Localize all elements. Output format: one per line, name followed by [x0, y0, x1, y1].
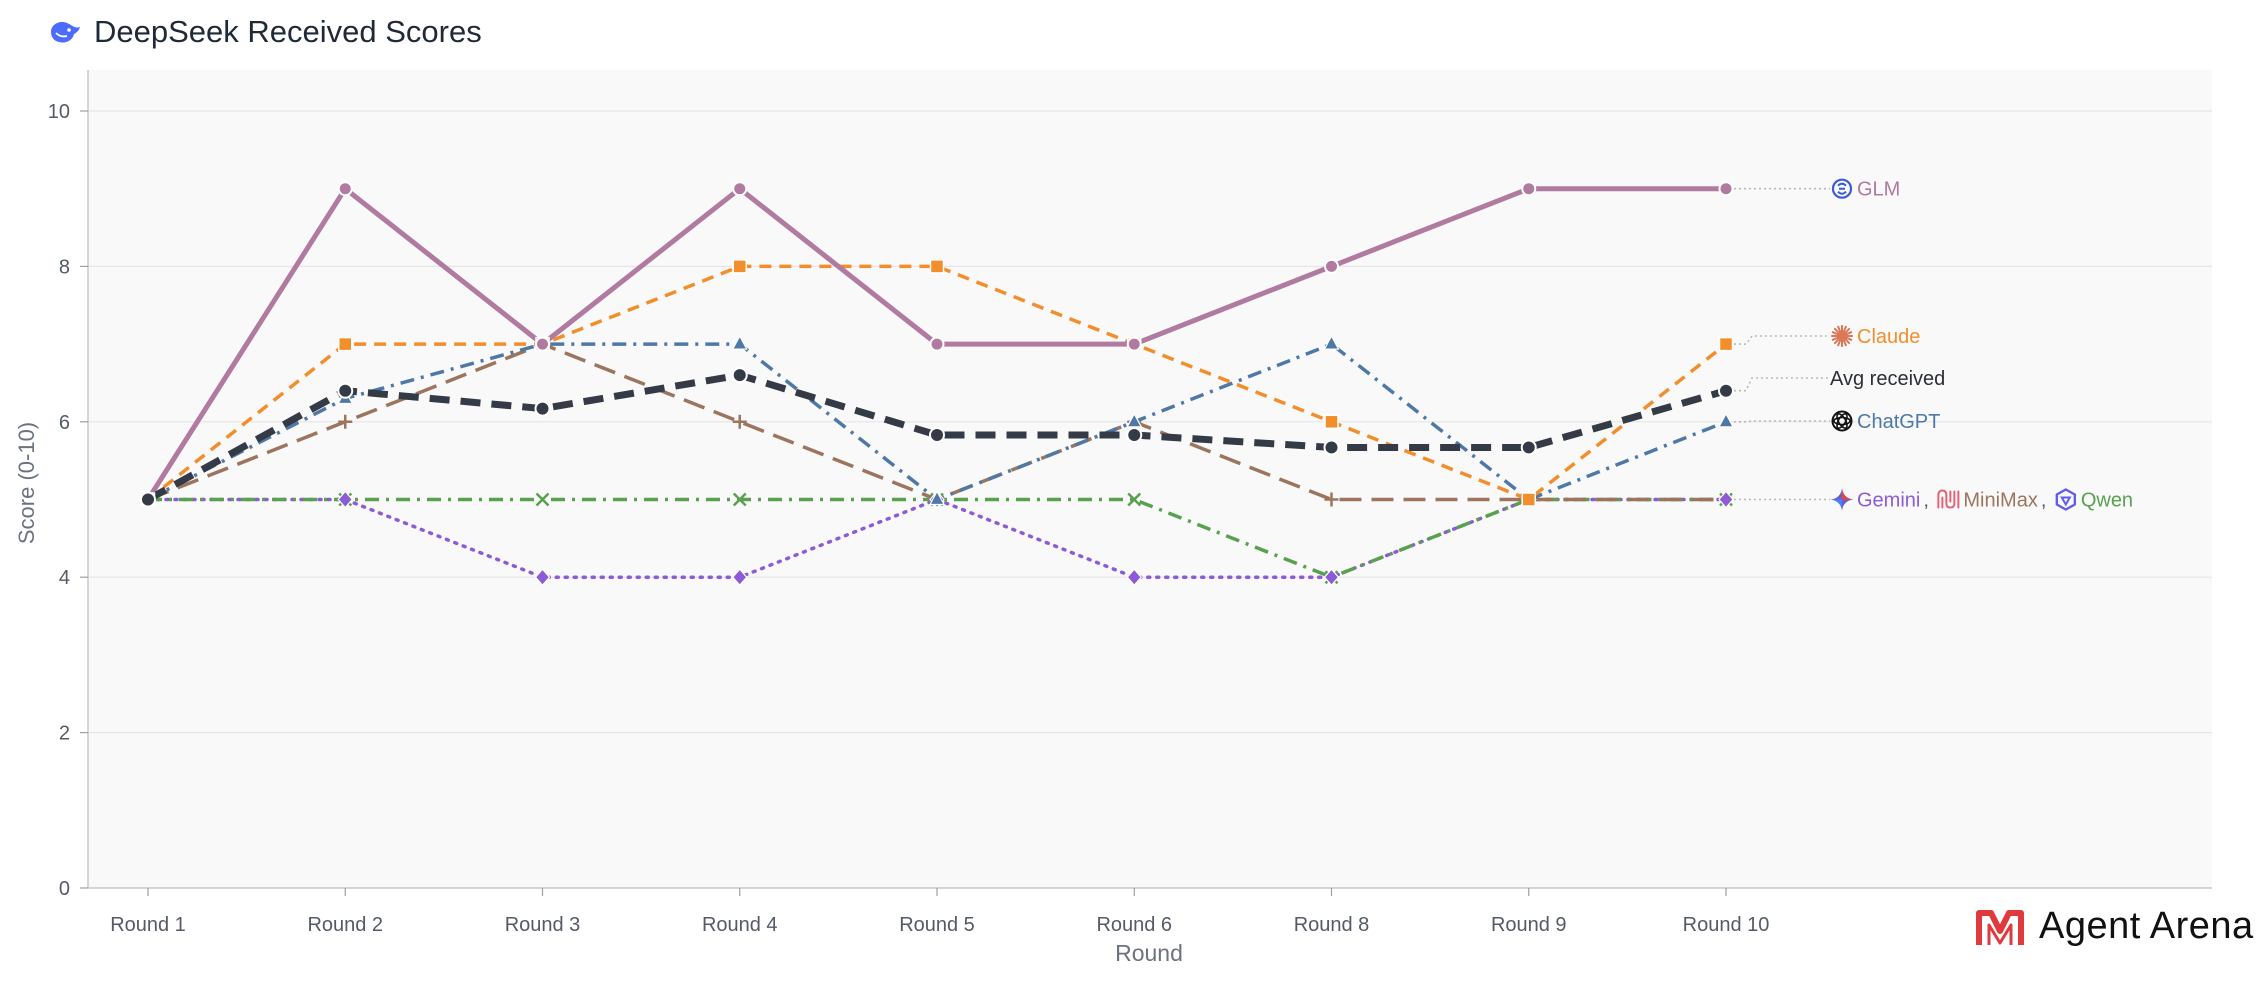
x-tick-label: Round 4 [702, 914, 778, 936]
point-avg-received-9 [1718, 382, 1734, 399]
series-line-claude [146, 264, 1728, 502]
y-tick-label: 10 [48, 101, 70, 123]
point-chatgpt-5 [928, 490, 946, 506]
point-glm-3 [535, 336, 550, 352]
point-glm-5 [929, 336, 945, 352]
brand-footer: Agent Arena [1975, 905, 2254, 948]
end-label-gemini: Gemini [1857, 490, 1920, 512]
point-claude-9 [1718, 336, 1734, 352]
x-tick-label: Round 6 [1096, 914, 1172, 936]
point-gemini-3 [534, 568, 551, 587]
x-axis-label: Round [1115, 940, 1183, 966]
point-claude-8 [1521, 492, 1536, 507]
glm-icon [1831, 178, 1853, 199]
point-gemini-6 [1126, 568, 1143, 587]
point-avg-received-6 [1126, 427, 1143, 444]
claude-icon [1831, 325, 1853, 347]
point-avg-received-4 [731, 367, 748, 384]
label-connectors [1734, 187, 1830, 501]
series-markers [139, 181, 1735, 587]
point-glm-2 [337, 181, 353, 197]
agent-arena-logo-icon [1976, 909, 2024, 945]
deepseek-whale-icon [51, 22, 80, 43]
point-minimax-4 [732, 414, 747, 429]
point-claude-5 [929, 259, 945, 274]
x-ticks: Round 1 Round 2 Round 3 Round 4 Round 5 Round… [110, 888, 1769, 936]
brand-name: Agent Arena [2039, 905, 2254, 947]
point-gemini-7 [1323, 568, 1340, 587]
y-tick-label: 2 [59, 723, 70, 745]
end-label-qwen: Qwen [2081, 490, 2133, 512]
point-avg-received-7 [1323, 439, 1340, 456]
point-claude-4 [732, 259, 747, 274]
x-tick-label: Round 1 [110, 914, 186, 936]
point-glm-9 [1718, 181, 1734, 197]
chart-title: DeepSeek Received Scores [94, 14, 482, 49]
connector-chatgpt [1734, 420, 1830, 423]
x-tick-label: Round 9 [1491, 914, 1567, 936]
point-claude-2 [338, 336, 353, 352]
y-tick-label: 4 [59, 567, 70, 589]
x-tick-label: Round 5 [899, 914, 975, 936]
connector-avg-received [1734, 377, 1830, 392]
point-gemini-9 [1718, 490, 1734, 509]
end-label-glm: GLM [1857, 179, 1900, 201]
y-tick-label: 8 [59, 256, 70, 278]
series-line-avg-received [146, 371, 1727, 503]
label-separator: , [2041, 490, 2047, 512]
point-avg-received-2 [337, 382, 354, 399]
y-ticks: 0 2 4 6 8 10 [48, 101, 88, 900]
point-avg-received-3 [534, 400, 551, 417]
point-chatgpt-9 [1717, 412, 1735, 428]
y-tick-label: 0 [59, 878, 70, 900]
point-minimax-7 [1324, 492, 1339, 507]
end-label-avg-received: Avg received [1830, 368, 1945, 390]
point-glm-4 [732, 181, 748, 197]
point-qwen-6 [1127, 492, 1142, 507]
point-chatgpt-4 [731, 334, 748, 350]
point-glm-6 [1126, 336, 1142, 352]
point-glm-7 [1324, 258, 1339, 274]
point-chatgpt-6 [1126, 412, 1143, 428]
x-tick-label: Round 2 [307, 914, 383, 936]
y-axis-label: Score (0-10) [14, 422, 39, 544]
chart-header: DeepSeek Received Scores [48, 12, 482, 52]
x-tick-label: Round 3 [505, 914, 581, 936]
point-qwen-3 [535, 492, 550, 507]
point-chatgpt-7 [1323, 334, 1340, 350]
point-gemini-4 [731, 568, 748, 587]
minimax-icon [1937, 489, 1960, 509]
end-label-chatgpt: ChatGPT [1857, 411, 1940, 433]
gemini-icon [1831, 488, 1853, 511]
point-glm-8 [1521, 181, 1537, 197]
point-gemini-2 [337, 490, 354, 509]
label-separator: , [1923, 490, 1929, 512]
point-minimax-2 [338, 414, 353, 429]
point-avg-received-8 [1520, 439, 1537, 456]
point-claude-7 [1324, 414, 1339, 430]
y-tick-label: 6 [59, 412, 70, 434]
plot-area [88, 70, 2212, 888]
point-qwen-4 [732, 492, 747, 507]
x-tick-label: Round 8 [1294, 914, 1370, 936]
point-avg-received-5 [929, 427, 945, 444]
connector-claude [1734, 335, 1830, 345]
point-avg-received-1 [140, 491, 156, 508]
end-label-minimax: MiniMax [1963, 490, 2037, 512]
end-label-claude: Claude [1857, 326, 1920, 348]
chatgpt-icon [1831, 410, 1853, 432]
x-tick-label: Round 10 [1683, 914, 1770, 936]
qwen-icon [2055, 488, 2077, 511]
